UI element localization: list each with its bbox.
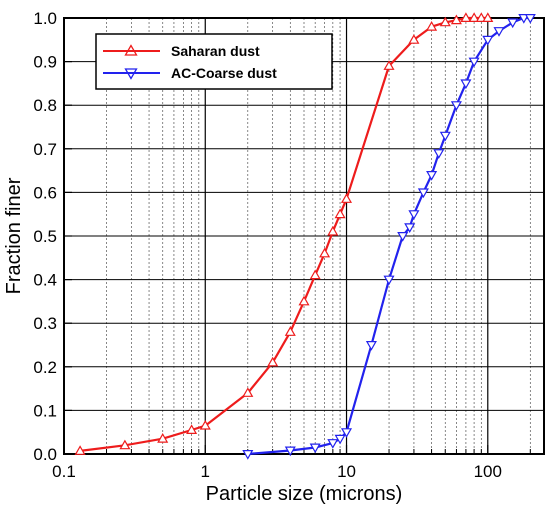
- y-tick-label: 0.2: [33, 358, 57, 377]
- data-point-ac-coarse-dust: [408, 210, 420, 220]
- legend-label-saharan: Saharan dust: [171, 43, 260, 59]
- data-point-saharan-dust: [482, 12, 494, 22]
- x-tick-label: 10: [337, 462, 356, 481]
- y-tick-label: 0.5: [33, 227, 57, 246]
- y-tick-label: 0.4: [33, 271, 57, 290]
- data-point-saharan-dust: [119, 439, 131, 450]
- legend-marker-saharan: [124, 44, 138, 56]
- y-tick-label: 0.3: [33, 314, 57, 333]
- y-tick-label: 0.1: [33, 401, 57, 420]
- data-point-ac-coarse-dust: [507, 18, 519, 29]
- data-point-ac-coarse-dust: [417, 188, 429, 199]
- data-point-ac-coarse-dust: [460, 79, 472, 90]
- y-tick-label: 0.8: [33, 96, 57, 115]
- data-point-ac-coarse-dust: [426, 171, 438, 181]
- data-point-saharan-dust: [199, 419, 211, 430]
- minor-gridlines: [106, 18, 531, 454]
- data-point-saharan-dust: [450, 14, 462, 25]
- data-point-saharan-dust: [408, 34, 420, 44]
- data-point-ac-coarse-dust: [397, 232, 409, 242]
- data-point-ac-coarse-dust: [309, 443, 321, 454]
- data-point-saharan-dust: [475, 12, 487, 22]
- data-point-ac-coarse-dust: [334, 434, 346, 445]
- y-tick-label: 1.0: [33, 9, 57, 28]
- data-point-ac-coarse-dust: [284, 446, 296, 457]
- legend: Saharan dust AC-Coarse dust: [95, 33, 333, 90]
- data-point-ac-coarse-dust: [365, 341, 377, 351]
- x-tick-label: 1: [201, 462, 210, 481]
- data-point-saharan-dust: [298, 295, 310, 306]
- legend-label-ac-coarse: AC-Coarse dust: [171, 65, 277, 81]
- x-tick-label: 100: [474, 462, 502, 481]
- y-tick-label: 0.9: [33, 53, 57, 72]
- data-point-ac-coarse-dust: [468, 57, 480, 68]
- data-point-ac-coarse-dust: [518, 14, 530, 24]
- legend-marker-ac-coarse: [124, 68, 138, 80]
- y-axis-title: Fraction finer: [3, 177, 25, 294]
- legend-box: [95, 33, 333, 90]
- data-point-saharan-dust: [186, 424, 198, 434]
- tick-labels: 0.1 1 10 1000.00.10.20.30.40.50.60.70.80.91…: [33, 9, 502, 481]
- data-point-ac-coarse-dust: [439, 131, 451, 142]
- y-tick-label: 0.0: [33, 445, 57, 464]
- data-point-saharan-dust: [319, 247, 331, 258]
- x-tick-label: 0.1: [52, 462, 76, 481]
- data-point-saharan-dust: [327, 225, 339, 236]
- data-point-ac-coarse-dust: [433, 149, 445, 159]
- data-point-saharan-dust: [267, 356, 279, 367]
- data-point-saharan-dust: [468, 12, 480, 22]
- data-point-ac-coarse-dust: [524, 14, 536, 24]
- data-point-saharan-dust: [157, 432, 169, 443]
- y-tick-label: 0.7: [33, 140, 57, 159]
- data-point-ac-coarse-dust: [327, 439, 339, 449]
- data-point-saharan-dust: [74, 445, 86, 455]
- data-point-ac-coarse-dust: [383, 275, 395, 286]
- data-point-saharan-dust: [340, 193, 353, 203]
- data-point-saharan-dust: [460, 12, 472, 22]
- data-point-ac-coarse-dust: [482, 35, 494, 46]
- data-point-ac-coarse-dust: [340, 428, 353, 438]
- x-axis-title: Particle size (microns): [206, 483, 403, 505]
- data-point-saharan-dust: [242, 387, 254, 397]
- y-tick-label: 0.6: [33, 183, 57, 202]
- series-layer: [74, 12, 536, 460]
- data-point-saharan-dust: [309, 269, 321, 280]
- data-point-saharan-dust: [439, 16, 451, 27]
- data-point-saharan-dust: [426, 20, 438, 31]
- data-point-ac-coarse-dust: [404, 223, 416, 234]
- data-point-ac-coarse-dust: [493, 27, 505, 37]
- data-point-saharan-dust: [334, 208, 346, 219]
- data-point-saharan-dust: [383, 60, 395, 70]
- data-point-ac-coarse-dust: [450, 101, 462, 111]
- data-point-ac-coarse-dust: [242, 450, 254, 460]
- data-point-saharan-dust: [284, 326, 296, 336]
